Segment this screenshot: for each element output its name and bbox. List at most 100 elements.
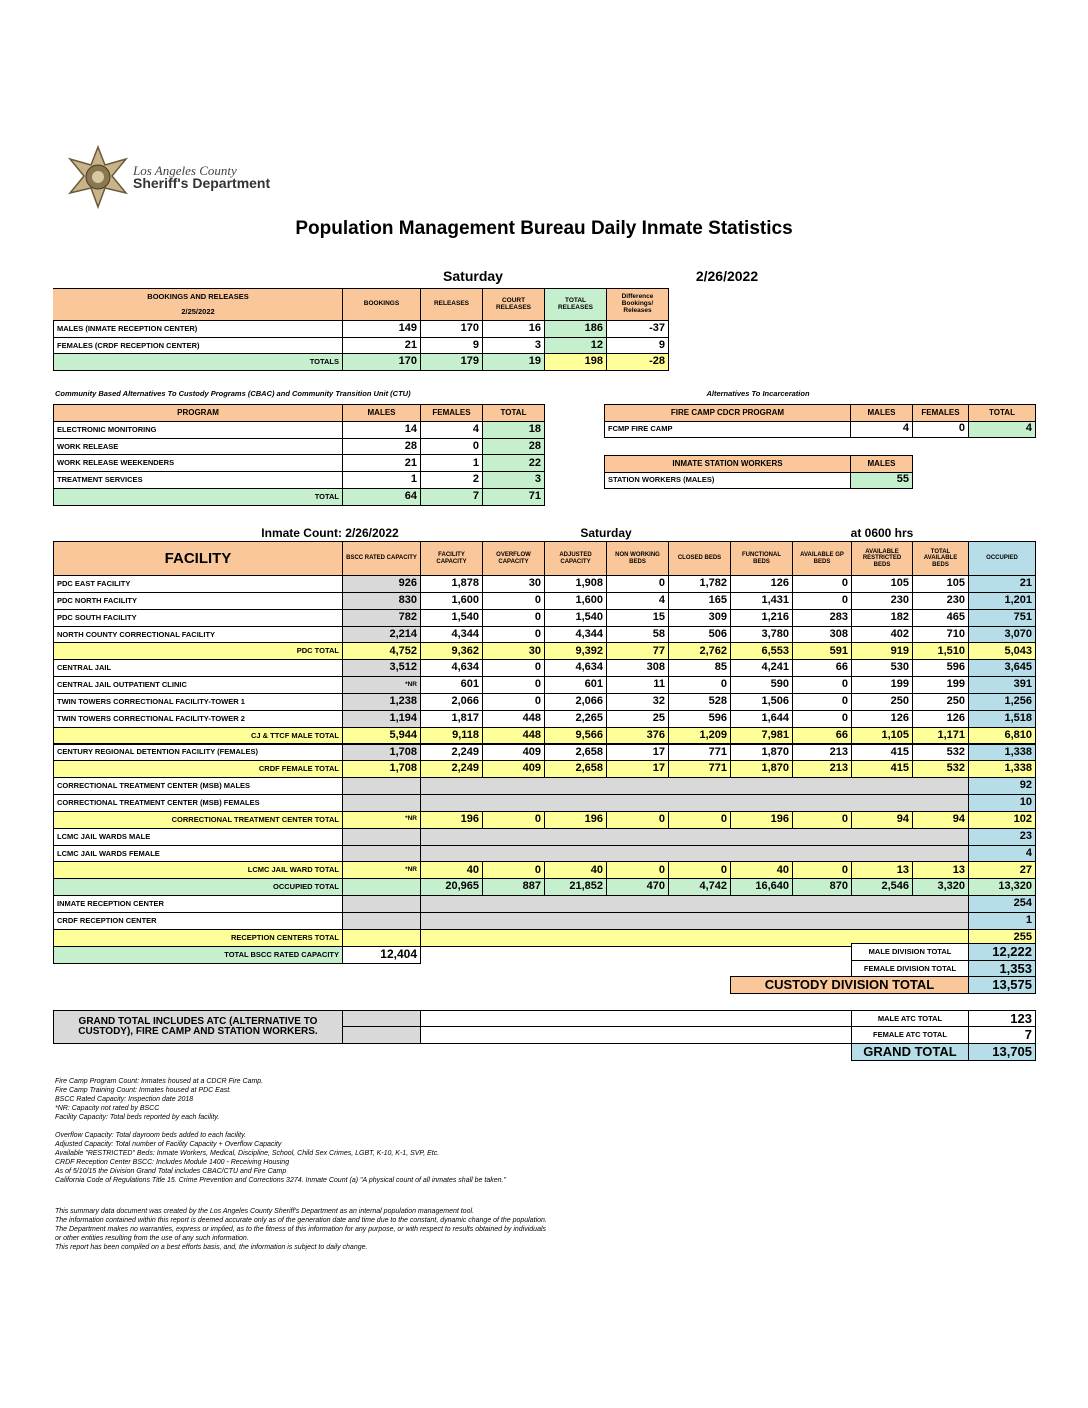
footnote: Overflow Capacity: Total dayroom beds ad…: [55, 1132, 247, 1139]
column-header: AVAILABLE GP BEDS: [792, 541, 852, 576]
occupied-value: 21: [968, 575, 1036, 593]
cell-value: 3,780: [730, 625, 793, 644]
cell-value: 0: [482, 861, 545, 880]
cell-value: 126: [912, 709, 969, 728]
cell-value: 149: [342, 320, 421, 338]
cell-value: 179: [420, 353, 483, 372]
cell-value: 0: [482, 692, 545, 711]
column-header: FIRE CAMP CDCR PROGRAM: [604, 404, 851, 422]
footnote: Adjusted Capacity: Total number of Facil…: [55, 1141, 282, 1148]
cell-value: 0: [606, 810, 669, 829]
row-label: MALES (INMATE RECEPTION CENTER): [53, 320, 343, 338]
cell-value: 1,782: [668, 575, 731, 593]
occupied-value: 751: [968, 608, 1036, 627]
column-header: TOTAL AVAILABLE BEDS: [912, 541, 969, 576]
row-label: TOTALS: [53, 353, 343, 372]
column-header: MALES: [850, 404, 913, 422]
footnote: This summary data document was created b…: [55, 1208, 474, 1215]
footnote: California Code of Regulations Title 15.…: [55, 1177, 506, 1184]
cell-value: 126: [851, 709, 913, 728]
row-label: STATION WORKERS (MALES): [604, 471, 851, 489]
column-header: BSCC RATED CAPACITY: [342, 541, 421, 576]
cell-value: 376: [606, 726, 669, 745]
cell-value: 9,392: [544, 642, 607, 661]
occupied-value: 1,518: [968, 709, 1036, 728]
cell-value: 771: [668, 743, 731, 762]
facility-label: LCMC JAIL WARDS FEMALE: [53, 844, 343, 863]
cell-value: 309: [668, 608, 731, 627]
grand-total-label: GRAND TOTAL: [851, 1043, 969, 1061]
cell-value: 66: [792, 659, 852, 678]
cell-value: 196: [420, 810, 483, 829]
cell-value: 105: [851, 575, 913, 593]
footnote: or other entities resulting from the use…: [55, 1235, 249, 1242]
facility-label: LCMC JAIL WARD TOTAL: [53, 861, 343, 880]
cell-value: 4,344: [544, 625, 607, 644]
cell-value: 4,634: [420, 659, 483, 678]
cell-value: 28: [342, 437, 421, 456]
cell-value: 415: [851, 743, 913, 762]
occupied-value: 1,338: [968, 743, 1036, 762]
facility-label: NORTH COUNTY CORRECTIONAL FACILITY: [53, 625, 343, 644]
cell-value: 22: [482, 454, 545, 473]
cell-value: 9: [606, 336, 669, 355]
occupied-value: 13,320: [968, 878, 1036, 897]
cell-value: 870: [792, 878, 852, 897]
column-header: FUNCTIONAL BEDS: [730, 541, 793, 576]
cell-value: 71: [482, 488, 545, 506]
facility-label: PDC SOUTH FACILITY: [53, 608, 343, 627]
footnote: This report has been compiled on a best …: [55, 1244, 368, 1251]
cell-value: 830: [342, 591, 421, 610]
cell-value: 7,981: [730, 726, 793, 745]
cell-value: 448: [482, 709, 545, 728]
cell-value: 21: [342, 336, 421, 355]
merged-cell: [420, 777, 969, 796]
facility-label: PDC EAST FACILITY: [53, 575, 343, 593]
cell-value: 1,238: [342, 692, 421, 711]
cbac-title: Community Based Alternatives To Custody …: [55, 389, 411, 398]
cell-value: 1: [342, 471, 421, 489]
cell-value: 213: [792, 760, 852, 779]
cell-value: 16: [482, 320, 545, 338]
row-label: TOTAL: [53, 488, 343, 506]
cell-value: 0: [606, 575, 669, 593]
cell-value: 2,214: [342, 625, 421, 644]
cell-value: 528: [668, 692, 731, 711]
row-label: FEMALES (CRDF RECEPTION CENTER): [53, 336, 343, 355]
occupied-value: 391: [968, 676, 1036, 694]
cell-value: 919: [851, 642, 913, 661]
cell-value: 1,209: [668, 726, 731, 745]
cell-value: 0: [668, 810, 731, 829]
cell-value: 1,510: [912, 642, 969, 661]
cell-value: 199: [851, 676, 913, 694]
cell-value: 17: [606, 760, 669, 779]
blank-cell: [420, 1010, 852, 1027]
merged-cell: [420, 827, 969, 846]
cell-value: 601: [544, 676, 607, 694]
column-header: NON WORKING BEDS: [606, 541, 669, 576]
cell-value: 4: [850, 420, 913, 438]
footnote: Available "RESTRICTED" Beds: Inmate Work…: [55, 1150, 440, 1157]
merged-cell: [420, 844, 969, 863]
cell-value: 0: [792, 861, 852, 880]
cell-value: 710: [912, 625, 969, 644]
footnote: CRDF Reception Center BSCC: Includes Mod…: [55, 1159, 290, 1166]
cell-value: [342, 895, 421, 913]
footnote: The Department makes no warranties, expr…: [55, 1226, 547, 1233]
footnote: *NR: Capacity not rated by BSCC: [55, 1105, 160, 1112]
footnote: Facility Capacity: Total beds reported b…: [55, 1114, 220, 1121]
agency-line2: Sheriff's Department: [133, 175, 271, 191]
grand-total-note: GRAND TOTAL INCLUDES ATC (ALTERNATIVE TO…: [53, 1010, 343, 1044]
facility-label: TWIN TOWERS CORRECTIONAL FACILITY-TOWER …: [53, 692, 343, 711]
cell-value: 2,658: [544, 743, 607, 762]
cell-value: 55: [850, 471, 913, 489]
column-header: INMATE STATION WORKERS: [604, 455, 851, 473]
cell-value: 32: [606, 692, 669, 711]
cell-value: 64: [342, 488, 421, 506]
cell-value: 402: [851, 625, 913, 644]
cell-value: 250: [851, 692, 913, 711]
cell-value: 0: [482, 659, 545, 678]
cell-value: 7: [420, 488, 483, 506]
cell-value: 186: [544, 320, 607, 338]
report-title: Population Management Bureau Daily Inmat…: [295, 218, 793, 239]
